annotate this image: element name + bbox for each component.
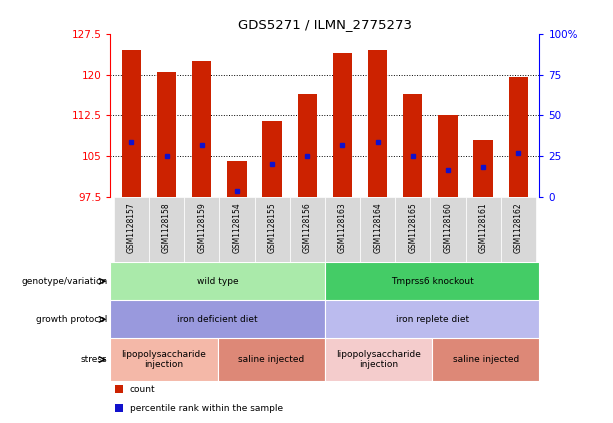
Bar xyxy=(218,338,325,381)
Bar xyxy=(325,262,539,300)
Bar xyxy=(114,197,149,262)
Text: percentile rank within the sample: percentile rank within the sample xyxy=(130,404,283,412)
Text: iron deficient diet: iron deficient diet xyxy=(177,315,258,324)
Text: GSM1128157: GSM1128157 xyxy=(127,202,136,253)
Text: GSM1128155: GSM1128155 xyxy=(268,202,276,253)
Bar xyxy=(227,162,246,197)
Text: GSM1128156: GSM1128156 xyxy=(303,202,312,253)
Bar xyxy=(438,115,458,197)
Bar xyxy=(403,93,422,197)
Bar xyxy=(110,300,325,338)
Bar xyxy=(325,300,539,338)
Bar xyxy=(325,197,360,262)
Text: GSM1128158: GSM1128158 xyxy=(162,202,171,253)
Text: genotype/variation: genotype/variation xyxy=(21,277,107,286)
Text: stress: stress xyxy=(81,355,107,364)
Text: iron replete diet: iron replete diet xyxy=(395,315,469,324)
Bar xyxy=(149,197,184,262)
Bar xyxy=(430,197,466,262)
Text: wild type: wild type xyxy=(197,277,238,286)
Text: saline injected: saline injected xyxy=(452,355,519,364)
Text: GSM1128164: GSM1128164 xyxy=(373,202,382,253)
Bar xyxy=(432,338,539,381)
Bar xyxy=(157,72,177,197)
Bar xyxy=(115,404,123,412)
Bar xyxy=(290,197,325,262)
Bar xyxy=(262,121,282,197)
Bar xyxy=(192,61,211,197)
Text: GSM1128162: GSM1128162 xyxy=(514,202,523,253)
Text: GSM1128154: GSM1128154 xyxy=(232,202,242,253)
Text: count: count xyxy=(130,385,155,393)
Text: GSM1128160: GSM1128160 xyxy=(443,202,452,253)
Bar xyxy=(184,197,219,262)
Text: growth protocol: growth protocol xyxy=(36,315,107,324)
Text: GSM1128163: GSM1128163 xyxy=(338,202,347,253)
Bar xyxy=(509,77,528,197)
Bar xyxy=(501,197,536,262)
Bar xyxy=(333,53,352,197)
Bar xyxy=(219,197,254,262)
Bar xyxy=(110,338,218,381)
Bar xyxy=(298,93,317,197)
Bar xyxy=(360,197,395,262)
Bar xyxy=(115,385,123,393)
Title: GDS5271 / ILMN_2775273: GDS5271 / ILMN_2775273 xyxy=(238,18,412,31)
Bar xyxy=(473,140,493,197)
Bar xyxy=(110,262,325,300)
Text: lipopolysaccharide
injection: lipopolysaccharide injection xyxy=(336,350,421,369)
Text: GSM1128165: GSM1128165 xyxy=(408,202,417,253)
Bar xyxy=(395,197,430,262)
Bar xyxy=(466,197,501,262)
Text: saline injected: saline injected xyxy=(238,355,305,364)
Bar xyxy=(325,338,432,381)
Text: GSM1128161: GSM1128161 xyxy=(479,202,488,253)
Bar xyxy=(368,50,387,197)
Text: Tmprss6 knockout: Tmprss6 knockout xyxy=(391,277,473,286)
Text: GSM1128159: GSM1128159 xyxy=(197,202,207,253)
Bar xyxy=(122,50,141,197)
Bar xyxy=(254,197,290,262)
Text: lipopolysaccharide
injection: lipopolysaccharide injection xyxy=(121,350,207,369)
